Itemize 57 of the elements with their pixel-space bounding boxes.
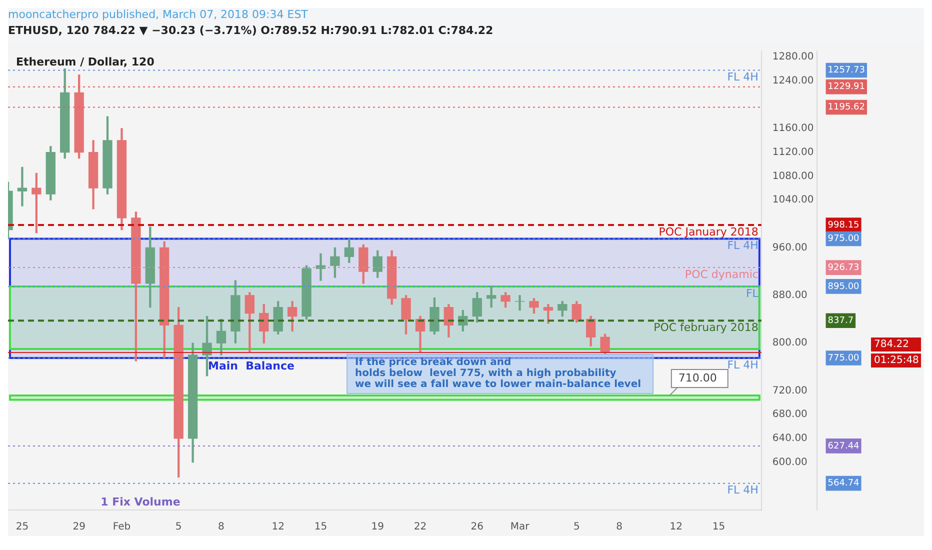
ref-line-label: FL [746, 286, 760, 300]
text: mooncatcherpro published, March 07, 2018 09:34 EST [8, 8, 309, 23]
x-tick-label: 19 [371, 522, 384, 533]
x-tick-label: 12 [670, 522, 683, 533]
x-tick-label: 29 [72, 522, 86, 533]
annotation: 1 Fix Volume [100, 495, 180, 508]
y2-tick-label: 775.00 [828, 353, 860, 364]
y-tick-label: 1040.00 [772, 194, 814, 206]
band-label: Main Balance [208, 359, 294, 372]
y2-tick-label: 1195.62 [828, 102, 865, 113]
text: 784.22 [874, 339, 909, 350]
ref-line-label: FL 4H [727, 70, 758, 84]
x-tick-label: 22 [414, 522, 427, 533]
y-tick-label: 880.00 [772, 290, 808, 301]
x-tick-label: 26 [470, 522, 484, 533]
x-tick-label: 8 [616, 522, 622, 533]
ref-line-label: POC dynamic [684, 268, 758, 281]
y-tick-label: 680.00 [772, 409, 808, 420]
annotation: If the price break down and holds below level 775, with a high probability we will see a fall wave to lower main-balance level [355, 357, 642, 390]
band-label: 710.00 [678, 371, 717, 384]
y-tick-label: 640.00 [772, 433, 808, 444]
y2-tick-label: 837.7 [828, 316, 854, 326]
y2-tick-label: 627.44 [828, 441, 860, 452]
y-tick-label: 1280.00 [772, 52, 814, 63]
ref-line-label: POC february 2018 [654, 320, 758, 334]
x-tick-label: Mar [510, 522, 530, 533]
y2-tick-label: 564.74 [828, 478, 860, 489]
candlestick [17, 166, 28, 206]
y-tick-label: 1240.00 [772, 75, 814, 86]
x-tick-label: Feb [112, 522, 131, 533]
y-tick-label: 720.00 [772, 385, 808, 396]
y2-tick-label: 895.00 [828, 282, 860, 292]
y-tick-label: 960.00 [772, 242, 808, 254]
y2-tick-label: 1257.73 [828, 66, 865, 76]
x-tick-label: 15 [314, 522, 328, 533]
text: 01:25:48 [874, 355, 919, 366]
x-tick-label: 5 [573, 522, 580, 533]
chart-subtitle: ETHUSD, 120 784.22 ▼ −30.23 (−3.71%) O:789.52 H:790.91 L:782.01 C:784.22 [8, 24, 494, 39]
y-tick-label: 1160.00 [772, 123, 814, 134]
y-tick-label: 600.00 [772, 456, 808, 468]
y2-tick-label: 998.15 [828, 220, 860, 230]
ref-line-label: POC January 2018 [658, 225, 758, 238]
y-tick-label: 1120.00 [772, 146, 814, 158]
text: Ethereum / Dollar, 120 [16, 55, 155, 68]
x-tick-label: 25 [16, 522, 29, 533]
y-tick-label: 800.00 [772, 338, 808, 349]
x-tick-label: 8 [218, 522, 224, 533]
y2-tick-label: 926.73 [828, 262, 860, 273]
x-tick-label: 12 [272, 522, 284, 533]
y2-tick-label: 975.00 [828, 234, 860, 244]
ref-line-label: FL 4H [727, 484, 758, 497]
ref-line-label: FL 4H [727, 358, 758, 372]
y2-tick-label: 1229.91 [828, 82, 865, 92]
x-tick-label: 5 [175, 522, 182, 533]
x-tick-label: 15 [712, 522, 726, 533]
y-tick-label: 1080.00 [772, 170, 814, 182]
ref-line-label: FL 4H [727, 239, 758, 252]
